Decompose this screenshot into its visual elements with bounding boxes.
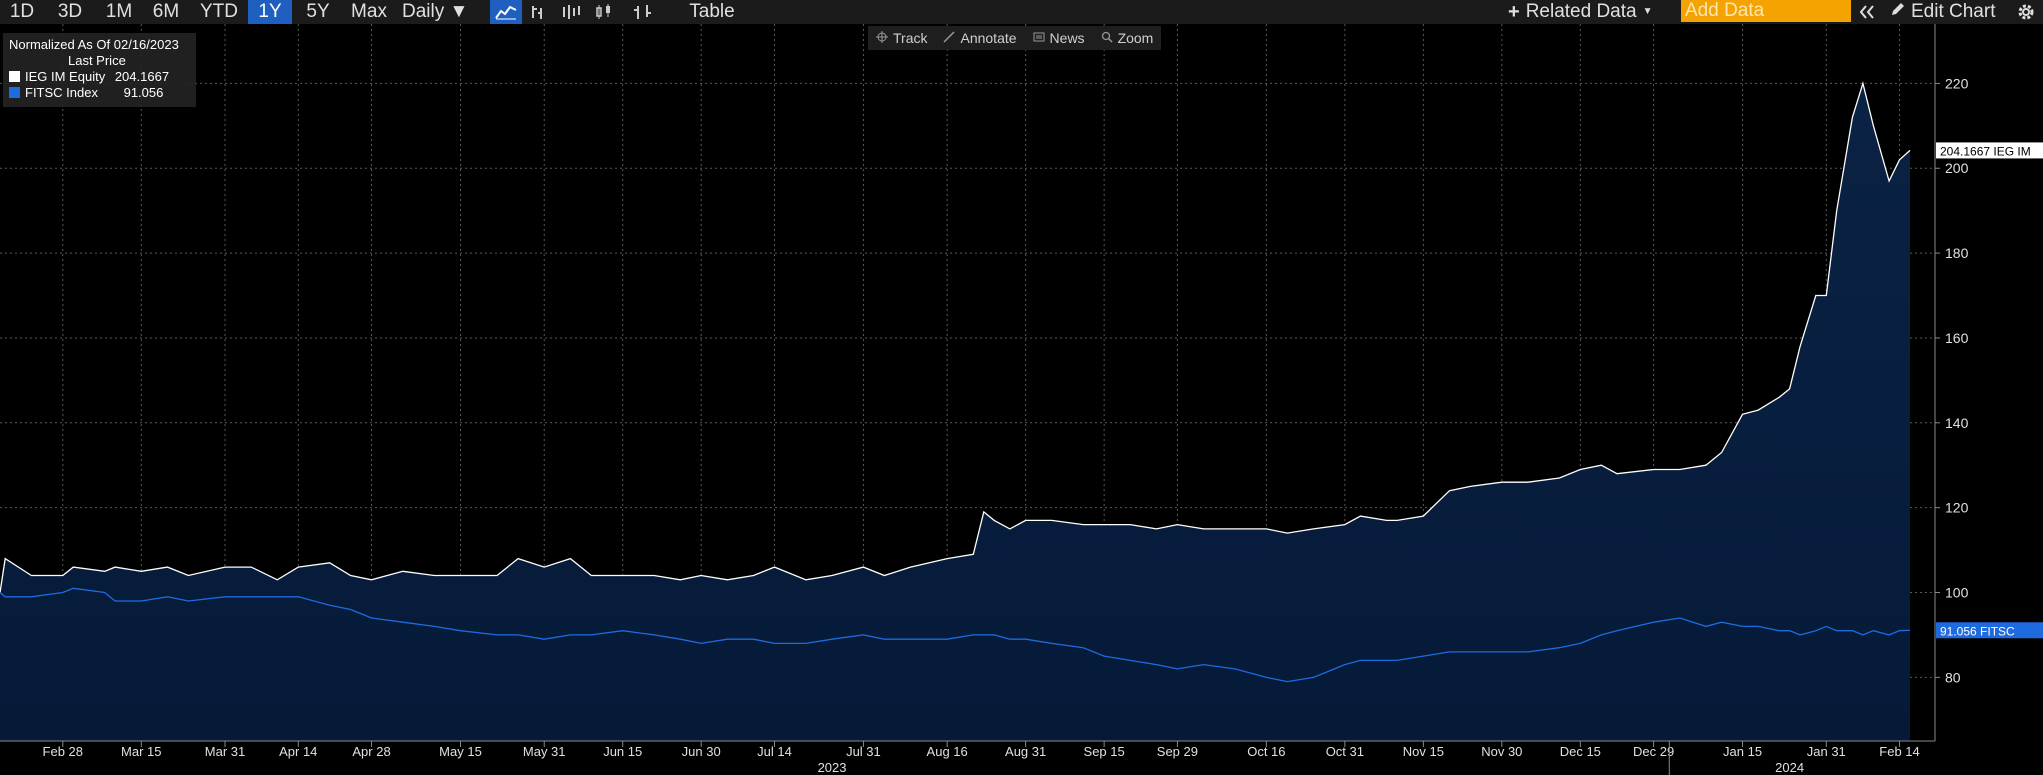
legend: Normalized As Of 02/16/2023 Last Price I… (3, 33, 196, 107)
x-tick-label: Aug 16 (927, 744, 968, 759)
legend-subtitle: Last Price (68, 53, 126, 68)
y-axis: 80 100 120 140 160 180 200 220 (1935, 75, 1969, 685)
y-tick-label: 160 (1945, 330, 1969, 346)
legend-item-fitsc: FITSC Index 91.056 (9, 85, 163, 100)
x-tick-label: Feb 14 (1879, 744, 1919, 759)
last-value-label: 204.1667 IEG IM (1940, 144, 2031, 158)
pencil-icon (1890, 0, 1906, 24)
candlestick-chart-icon[interactable] (590, 0, 620, 24)
zoom-label: Zoom (1117, 30, 1154, 46)
x-tick-label: Dec 15 (1560, 744, 1601, 759)
last-value-tag (1936, 142, 2043, 159)
x-tick-label: Oct 16 (1247, 744, 1285, 759)
series-ieg-im-equity-line (0, 80, 1911, 593)
last-value-labels: 204.1667 IEG IM 91.056 FITSC (1936, 142, 2043, 639)
range-3d-button[interactable]: 3D (57, 1, 83, 22)
related-data-button[interactable]: + Related Data ▼ (1508, 0, 1660, 24)
news-label: News (1049, 30, 1085, 46)
year-label: 2023 (818, 760, 847, 775)
annotate-icon (943, 26, 956, 50)
range-max-button[interactable]: Max (351, 1, 387, 22)
track-tool[interactable]: Track (868, 26, 935, 50)
x-tick-label: Jul 14 (757, 744, 792, 759)
gear-icon[interactable] (2011, 0, 2041, 24)
zoom-tool[interactable]: Zoom (1093, 26, 1162, 50)
edit-chart-label: Edit Chart (1911, 1, 1996, 22)
add-data-input[interactable] (1681, 0, 1851, 22)
x-tick-label: Apr 28 (352, 744, 390, 759)
x-tick-label: Apr 14 (279, 744, 317, 759)
double-chevron-left-icon[interactable] (1856, 0, 1878, 24)
year-label: 2024 (1775, 760, 1804, 775)
crosshair-icon (876, 26, 888, 50)
last-value-tag (1936, 622, 2043, 639)
x-tick-label: Feb 28 (43, 744, 83, 759)
range-1m-button[interactable]: 1M (105, 1, 133, 22)
x-tick-label: Nov 30 (1481, 744, 1522, 759)
y-tick-label: 180 (1945, 245, 1969, 261)
y-tick-label: 140 (1945, 415, 1969, 431)
range-1d-button[interactable]: 1D (9, 1, 35, 22)
y-tick-label: 100 (1945, 585, 1969, 601)
legend-swatch (9, 71, 20, 82)
x-tick-label: May 15 (439, 744, 482, 759)
legend-series-name: IEG IM Equity (25, 69, 106, 84)
line-chart-icon[interactable] (490, 0, 522, 24)
ohlc-chart-icon[interactable] (556, 0, 586, 24)
y-tick-label: 120 (1945, 500, 1969, 516)
legend-title: Normalized As Of 02/16/2023 (9, 37, 179, 52)
x-tick-label: Mar 31 (205, 744, 245, 759)
news-tool[interactable]: News (1025, 26, 1093, 50)
x-tick-label: Dec 29 (1633, 744, 1674, 759)
x-tick-label: Mar 15 (121, 744, 161, 759)
range-1y-button[interactable]: 1Y (248, 0, 292, 24)
related-data-label: Related Data (1525, 1, 1637, 22)
news-icon (1033, 26, 1045, 50)
x-tick-label: Jun 30 (682, 744, 721, 759)
table-button[interactable]: Table (689, 1, 735, 22)
frequency-dropdown[interactable]: Daily ▼ (402, 1, 469, 22)
legend-item-ieg: IEG IM Equity 204.1667 (9, 69, 169, 84)
x-tick-label: Aug 31 (1005, 744, 1046, 759)
hlc-chart-icon[interactable] (628, 0, 658, 24)
x-tick-label: Sep 15 (1084, 744, 1125, 759)
x-tick-label: Oct 31 (1326, 744, 1364, 759)
bar-chart-icon[interactable] (523, 0, 553, 24)
y-tick-label: 80 (1945, 669, 1961, 685)
range-5y-button[interactable]: 5Y (306, 1, 330, 22)
x-tick-label: Jan 15 (1723, 744, 1762, 759)
y-tick-label: 200 (1945, 160, 1969, 176)
x-tick-label: May 31 (523, 744, 566, 759)
legend-swatch (9, 87, 20, 98)
chart-tools-bar: Track Annotate News Zoom (868, 26, 1162, 50)
edit-chart-button[interactable]: Edit Chart (1890, 0, 2010, 24)
range-ytd-button[interactable]: YTD (200, 1, 238, 22)
range-6m-button[interactable]: 6M (152, 1, 180, 22)
x-tick-label: Jul 31 (846, 744, 881, 759)
x-tick-label: Jun 15 (603, 744, 642, 759)
plus-icon: + (1508, 1, 1520, 23)
caret-down-icon: ▼ (1642, 6, 1653, 17)
area-fill (0, 83, 1910, 741)
track-label: Track (893, 30, 928, 46)
last-value-label: 91.056 FITSC (1940, 624, 2015, 638)
legend-series-name: FITSC Index (25, 85, 98, 100)
annotate-tool[interactable]: Annotate (935, 26, 1024, 50)
x-axis: Feb 28 Mar 15 Mar 31 Apr 14 Apr 28 May 15 May … (43, 741, 1920, 775)
y-tick-label: 220 (1945, 75, 1969, 91)
annotate-label: Annotate (960, 30, 1017, 46)
legend-series-value: 204.1667 (114, 69, 170, 84)
magnifier-icon (1101, 26, 1113, 50)
x-tick-label: Nov 15 (1403, 744, 1444, 759)
toolbar: 1D 3D 1M 6M YTD 1Y 5Y Max Daily ▼ Table … (0, 0, 2043, 24)
legend-series-value: 91.056 (123, 85, 164, 100)
x-tick-label: Jan 31 (1807, 744, 1846, 759)
x-tick-label: Sep 29 (1157, 744, 1198, 759)
series-fitsc-index-line (0, 587, 1911, 683)
